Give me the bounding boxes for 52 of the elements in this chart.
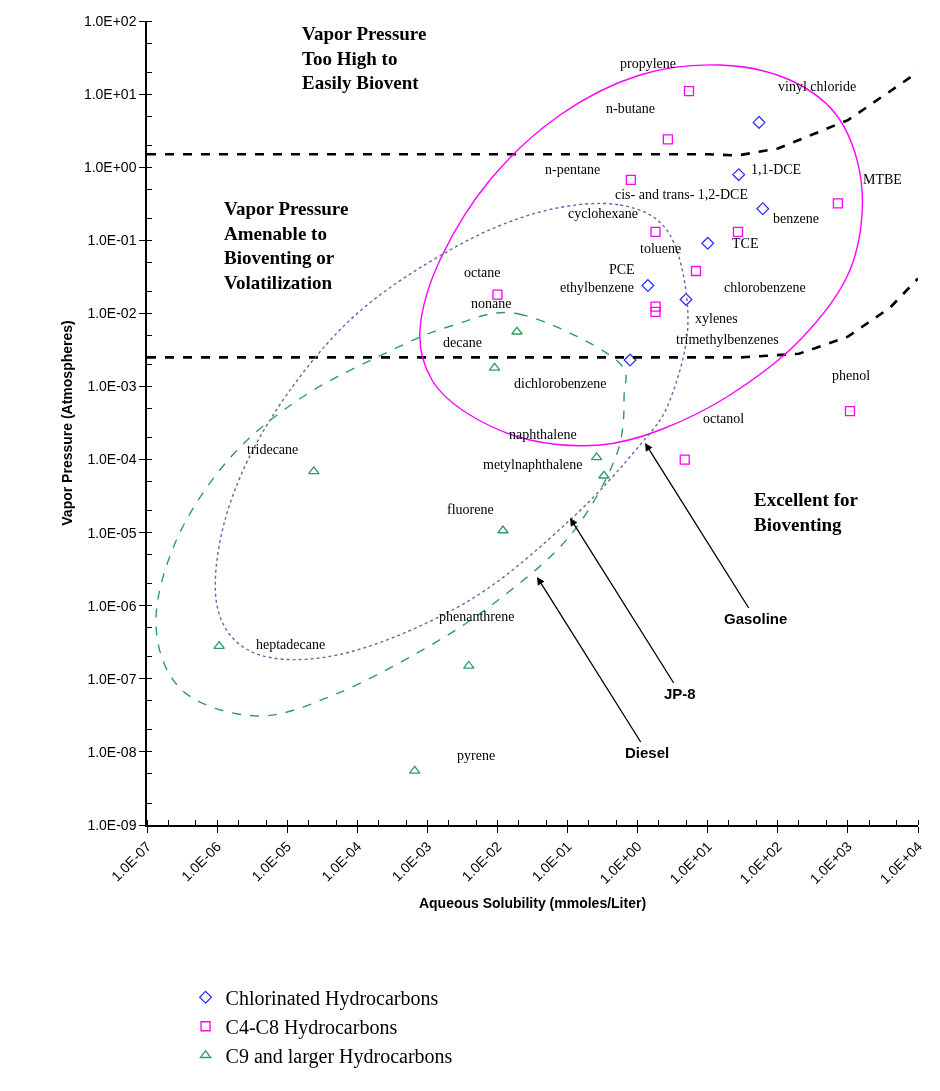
y-tick-label: 1.0E-01: [87, 232, 137, 249]
annotation: cis- and trans- 1,2-DCE: [615, 187, 748, 202]
annotation: toluene: [640, 241, 682, 256]
y-tick-label: 1.0E+02: [83, 12, 137, 29]
annotation: pyrene: [457, 748, 496, 763]
annotation: MTBE: [863, 172, 902, 187]
annotation: decane: [443, 335, 482, 350]
annotation: TCE: [732, 236, 759, 251]
annotation: propylene: [620, 56, 676, 71]
y-tick-label: 1.0E-02: [87, 305, 137, 322]
annotation: tridecane: [247, 442, 299, 457]
annotation: benzene: [773, 211, 819, 226]
y-tick-label: 1.0E-05: [87, 524, 137, 541]
x-axis-title: Aqueous Solubility (mmoles/Liter): [418, 894, 647, 911]
annotation: heptadecane: [256, 637, 326, 652]
annotation: naphthalene: [509, 427, 577, 442]
y-tick-label: 1.0E-08: [87, 743, 137, 760]
annotation: Excellent for Bioventing: [754, 489, 859, 535]
annotation: Diesel: [625, 744, 670, 761]
annotation: JP-8: [664, 685, 696, 702]
annotation: Vapor Pressure Amenable to Bioventing or Volatilization: [224, 198, 349, 294]
y-tick-label: 1.0E-03: [87, 378, 137, 395]
y-axis-title: Vapor Pressure (Atmospheres): [58, 320, 75, 526]
annotation: trimethylbenzenes: [676, 332, 779, 347]
annotation: ethylbenzene: [560, 280, 634, 295]
annotation: dichlorobenzene: [514, 376, 607, 391]
annotation: octane: [464, 265, 501, 280]
annotation: cyclohexane: [568, 206, 638, 221]
annotation: octanol: [703, 411, 745, 426]
annotation: PCE: [609, 262, 635, 277]
annotation: phenol: [832, 368, 871, 383]
annotation: xylenes: [695, 311, 738, 326]
annotation: chlorobenzene: [724, 280, 806, 295]
y-tick-label: 1.0E+00: [83, 159, 137, 176]
annotation: fluorene: [447, 502, 494, 517]
annotation: Vapor Pressure Too High to Easily Biovent: [302, 23, 427, 94]
annotation: 1,1-DCE: [751, 162, 802, 177]
annotation: vinyl chloride: [778, 79, 857, 94]
y-tick-label: 1.0E+01: [83, 85, 137, 102]
legend-label: C4-C8 Hydrocarbons: [225, 1016, 398, 1040]
annotation: nonane: [471, 296, 512, 311]
y-tick-label: 1.0E-09: [87, 816, 137, 833]
annotation: n-pentane: [545, 162, 601, 177]
y-tick-label: 1.0E-04: [87, 451, 137, 468]
annotation: phenanthrene: [439, 609, 515, 624]
y-tick-label: 1.0E-06: [87, 597, 137, 614]
annotation: metylnaphthalene: [483, 457, 583, 472]
legend-label: Chlorinated Hydrocarbons: [225, 987, 439, 1011]
annotation: n-butane: [606, 101, 655, 116]
y-tick-label: 1.0E-07: [87, 670, 137, 687]
annotation: Gasoline: [724, 610, 788, 627]
legend-label: C9 and larger Hydrocarbons: [225, 1045, 453, 1069]
